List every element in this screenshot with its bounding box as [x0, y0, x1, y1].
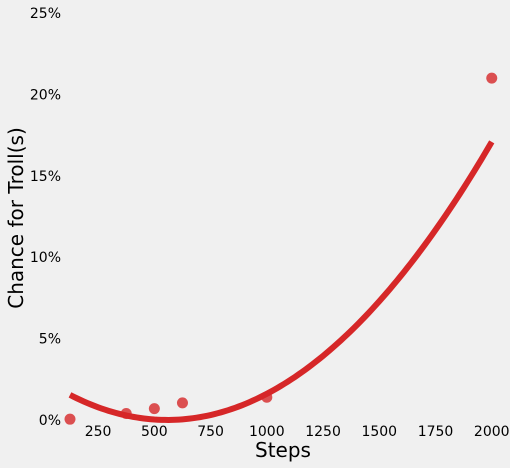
y-axis-label: Chance for Troll(s) [4, 127, 28, 309]
x-tick-label: 1250 [305, 424, 341, 440]
x-axis-label: Steps [255, 438, 311, 462]
x-tick-label: 2000 [474, 424, 510, 440]
x-tick-label: 500 [141, 424, 168, 440]
y-tick-label: 25% [30, 6, 61, 22]
x-tick-label: 1000 [249, 424, 285, 440]
x-tick-label: 1500 [361, 424, 397, 440]
data-point [261, 391, 273, 403]
x-axis-ticks: 250 500 750 1000 1250 1500 1750 2000 [85, 424, 510, 440]
x-tick-label: 1750 [418, 424, 454, 440]
data-point [176, 397, 188, 409]
y-tick-label: 5% [39, 332, 61, 348]
y-tick-label: 0% [39, 413, 61, 429]
y-axis-ticks: 0% 5% 10% 15% 20% 25% [30, 6, 61, 429]
x-tick-label: 750 [197, 424, 224, 440]
data-point [148, 403, 160, 415]
y-tick-label: 15% [30, 169, 61, 185]
fit-line [68, 140, 495, 423]
y-tick-label: 10% [30, 250, 61, 266]
data-point [120, 407, 132, 419]
data-point [486, 72, 498, 84]
x-tick-label: 250 [85, 424, 112, 440]
plot-area [64, 72, 498, 425]
y-tick-label: 20% [30, 87, 61, 103]
data-point [64, 413, 76, 425]
